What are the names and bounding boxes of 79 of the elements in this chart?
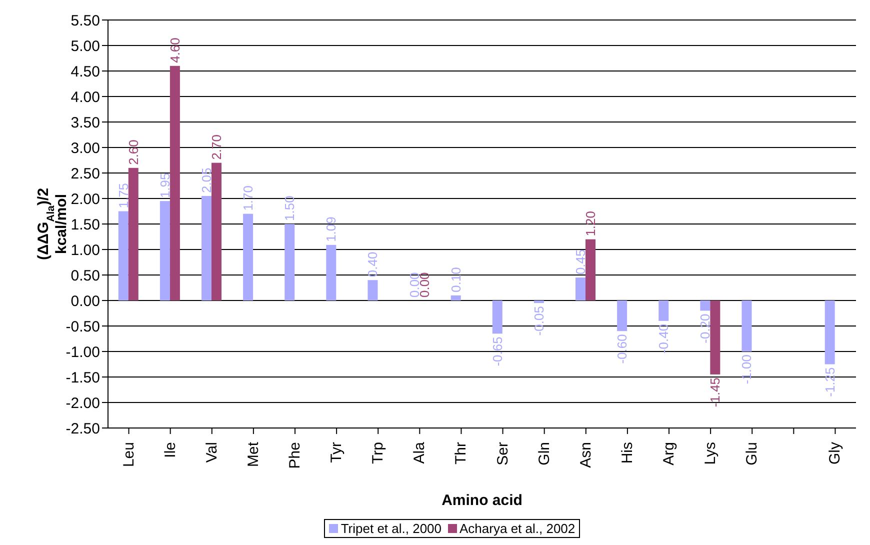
y-tick-label: 2.00	[70, 190, 100, 208]
x-tick-label: His	[618, 442, 636, 464]
data-label: -1.25	[822, 367, 838, 397]
bar	[710, 300, 720, 374]
x-tick-label: Val	[203, 442, 220, 463]
data-label: -1.00	[739, 354, 754, 384]
bar	[202, 196, 212, 300]
data-label: 0.40	[365, 252, 380, 278]
bar	[824, 300, 835, 364]
bar	[160, 201, 170, 300]
x-tick-label: Glu	[744, 442, 761, 466]
bar	[450, 295, 461, 300]
y-tick-label: -2.00	[66, 394, 100, 412]
y-tick-label: 1.50	[70, 216, 100, 234]
data-label: 1.50	[282, 196, 298, 221]
x-tick-label: Thr	[452, 442, 470, 464]
y-tick-label: 4.50	[70, 63, 100, 80]
data-label: 2.60	[126, 140, 141, 165]
bar	[586, 239, 596, 300]
data-label: 1.95	[157, 172, 172, 198]
x-tick-label: Asn	[577, 442, 594, 468]
data-label: -0.60	[614, 334, 630, 364]
y-tick-label: -1.50	[66, 369, 100, 386]
data-label: -0.40	[656, 324, 672, 354]
y-tick-label: 3.50	[70, 114, 100, 132]
data-label: 1.20	[583, 210, 598, 236]
bar	[576, 278, 586, 300]
data-label: 2.05	[199, 168, 214, 193]
bar	[700, 300, 710, 311]
bar	[658, 300, 669, 321]
x-tick-label: Gln	[536, 442, 553, 466]
x-axis-title: Amino acid	[442, 492, 522, 509]
x-tick-label: Ala	[411, 441, 428, 464]
x-tick-label: Met	[244, 441, 262, 468]
x-tick-label: Lys	[702, 442, 720, 465]
bar	[742, 300, 752, 352]
y-tick-label: 2.50	[70, 165, 100, 182]
y-tick-label: -1.00	[66, 344, 100, 361]
legend-label: Tripet et al., 2000	[340, 521, 442, 536]
data-label: 1.09	[324, 216, 339, 242]
data-label: 0.45	[573, 249, 588, 275]
bar	[212, 162, 222, 300]
bar	[284, 224, 295, 300]
bar	[128, 168, 138, 300]
y-tick-label: -0.50	[66, 318, 100, 336]
bar	[368, 280, 378, 300]
data-label: -1.45	[708, 377, 723, 408]
x-tick-label: Tyr	[328, 442, 346, 463]
data-label: 2.70	[209, 134, 224, 160]
legend-label: Acharya et al., 2002	[458, 521, 576, 536]
y-tick-label: 5.00	[70, 38, 100, 55]
data-label: 0.10	[448, 267, 464, 292]
x-tick-label: Arg	[660, 442, 678, 466]
y-tick-label: 4.00	[70, 88, 100, 106]
y-tick-label: 0.00	[70, 292, 100, 310]
data-label: 1.75	[116, 182, 131, 208]
bar	[170, 66, 180, 300]
x-tick-label: Ser	[494, 442, 512, 466]
y-tick-label: 3.00	[70, 140, 100, 157]
bar	[617, 300, 628, 332]
data-label: 1.70	[240, 185, 256, 211]
bar	[326, 244, 336, 300]
x-tick-label: Gly	[826, 442, 844, 464]
data-label: 4.60	[167, 38, 182, 63]
y-tick-label: -2.50	[66, 420, 100, 438]
bar	[243, 214, 254, 300]
y-tick-label: 5.50	[70, 12, 100, 30]
x-tick-label: Phe	[286, 442, 304, 469]
data-label: -0.05	[531, 306, 546, 336]
bar	[534, 300, 544, 304]
bar	[492, 300, 502, 334]
bar	[118, 211, 128, 300]
y-tick-label: 0.50	[70, 267, 100, 284]
data-label: -0.65	[490, 336, 505, 366]
data-label: -0.20	[698, 314, 713, 344]
x-tick-label: Trp	[370, 442, 387, 464]
x-tick-label: Leu	[120, 442, 138, 468]
y-tick-label: 1.00	[70, 242, 100, 259]
x-tick-label: Ile	[162, 442, 179, 458]
